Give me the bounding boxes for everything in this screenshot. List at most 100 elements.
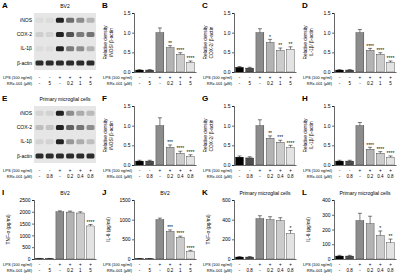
x-tick: 0.8 — [47, 165, 54, 179]
significance: **** — [87, 219, 95, 225]
bar — [176, 237, 184, 259]
error-bar — [168, 46, 172, 48]
error-cap — [138, 258, 142, 259]
y-axis: 0200400600 — [222, 197, 234, 262]
x-tick-label: 0.2 — [367, 81, 374, 86]
treatment-value: + — [369, 75, 372, 80]
bar — [146, 70, 154, 72]
x-tick: 0.4 — [377, 165, 384, 179]
significance: **** — [376, 47, 384, 53]
x-tick: - — [39, 165, 41, 179]
treatment-value: - — [139, 262, 141, 267]
x-tick: - — [39, 72, 41, 86]
y-tick: 200 — [222, 236, 234, 242]
error-bar — [158, 118, 162, 126]
panel-letter: I — [2, 188, 4, 197]
y-tick-mark — [132, 33, 134, 34]
y-tick: 200 — [322, 227, 334, 233]
x-tick: - — [359, 259, 361, 273]
x-tick: 1 — [79, 259, 82, 273]
y-tick-mark — [132, 239, 134, 240]
treatment-value: + — [159, 75, 162, 80]
x-tick-label: - — [359, 81, 361, 86]
error-bar — [138, 69, 142, 70]
significance: * — [269, 34, 271, 40]
treatment-value: + — [269, 168, 272, 173]
error-bar — [338, 69, 342, 70]
x-tick-label: 5 — [189, 81, 192, 86]
y-tick-label: 1.0 — [124, 30, 131, 36]
bar — [246, 257, 254, 259]
bar — [336, 161, 344, 165]
x-tick: - — [59, 165, 61, 179]
y-tick: 1.0 — [224, 30, 234, 36]
x-axis: -0.8-0.20.40.8 — [235, 259, 297, 273]
y-tick-label: 400 — [322, 197, 331, 203]
x-tick-label: 0.2 — [67, 174, 74, 179]
blot-background — [34, 106, 96, 163]
x-tick-label: 5 — [289, 81, 292, 86]
error-stem — [180, 151, 181, 153]
bar — [366, 224, 374, 259]
x-tick-label: 1 — [79, 268, 82, 273]
y-axis: 05001000150020002500 — [19, 197, 34, 262]
x-tick-label: - — [239, 174, 241, 179]
error-bar — [258, 120, 262, 126]
bar — [256, 219, 264, 259]
x-tick-label: - — [39, 268, 41, 273]
y-tick-mark — [332, 52, 334, 53]
x-tick-label: 0.4 — [77, 174, 84, 179]
x-tick-label: - — [39, 174, 41, 179]
x-axis-line — [335, 259, 397, 260]
error-cap — [238, 155, 242, 156]
x-axis: -0.8-0.20.40.8 — [39, 165, 94, 179]
bar — [236, 157, 244, 165]
treatment-value: - — [139, 75, 141, 80]
significance: *** — [277, 134, 283, 140]
error-cap — [158, 218, 162, 219]
y-tick: 1000 — [119, 217, 134, 223]
treatment-value: + — [159, 262, 162, 267]
panel-letter: B — [102, 1, 108, 10]
x-tick: 1 — [279, 72, 282, 86]
significance: **** — [387, 55, 395, 61]
y-axis: 0.00.51.01.5 — [124, 10, 135, 75]
bar — [236, 257, 244, 259]
blot-band — [36, 153, 44, 158]
x-tick: 0.4 — [177, 165, 184, 179]
error-cap — [338, 255, 342, 256]
blot-band — [66, 32, 74, 37]
x-tick-label: 0.8 — [147, 174, 154, 179]
y-tick: 1500 — [119, 197, 134, 203]
x-tick-label: 5 — [348, 81, 351, 86]
marks — [236, 216, 295, 259]
error-cap — [148, 258, 152, 259]
error-bar — [338, 160, 342, 162]
treatment-label: LPS (100 ng/ml) — [203, 168, 233, 173]
treatment-value: + — [289, 168, 292, 173]
x-tick-label: 0.2 — [67, 81, 74, 86]
x-tick: - — [239, 72, 241, 86]
y-tick-label: 0 — [128, 256, 131, 262]
panel: DLPS (100 ng/ml)--++++RRx-001 (μM)-5-0.2… — [302, 1, 397, 86]
treatment-value: + — [289, 75, 292, 80]
error-stem — [170, 46, 171, 48]
blot-band — [76, 111, 84, 116]
blot-row-label: iNOS — [20, 17, 33, 23]
error-cap — [68, 211, 72, 212]
error-bar — [188, 155, 192, 157]
treatment-value: - — [49, 262, 51, 267]
marks — [236, 120, 295, 165]
bar — [387, 62, 395, 72]
x-axis: -0.8-0.20.40.8 — [335, 259, 397, 273]
treatment-value: + — [59, 168, 62, 173]
blot-band — [36, 125, 44, 130]
x-tick: 0.8 — [347, 259, 354, 273]
x-tick-label: - — [159, 81, 161, 86]
treatment-value: + — [259, 75, 262, 80]
category-label: RRx-001 (μM) — [107, 81, 133, 86]
significance: **** — [187, 245, 195, 251]
error-cap — [348, 255, 352, 256]
y-tick-mark — [332, 165, 334, 166]
error-stem — [390, 239, 391, 243]
